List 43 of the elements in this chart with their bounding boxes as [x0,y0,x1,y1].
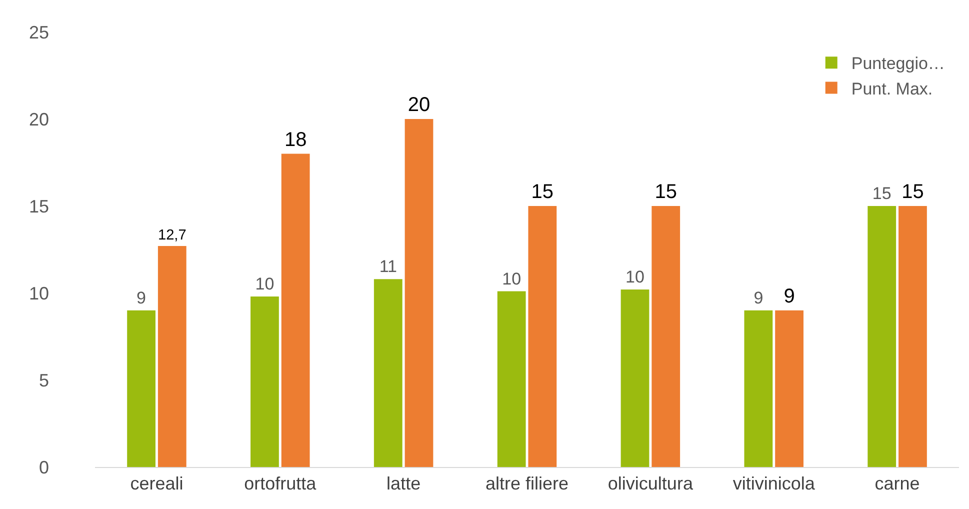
bar [404,119,434,467]
bar [620,290,650,467]
bar [497,291,526,467]
data-label: 12,7 [158,227,186,244]
data-label: 9 [136,288,146,308]
bar [528,206,557,467]
x-tick-label: cereali [130,474,184,494]
bar [250,296,279,467]
bar [898,206,927,467]
data-label: 18 [284,128,307,151]
x-tick-label: vitivinicola [732,474,816,494]
data-label: 15 [654,181,677,203]
legend-label: Punt. Max. [851,79,933,98]
legend-label: Punteggio… [851,54,945,74]
y-tick-label: 0 [38,457,49,478]
data-label: 10 [626,268,644,287]
y-tick-label: 10 [28,283,49,304]
x-tick-label: latte [386,474,421,494]
data-label: 15 [531,181,554,203]
y-tick-label: 5 [38,370,49,390]
data-label: 11 [379,257,397,276]
bar [868,206,896,467]
x-tick-label: altre filiere [485,474,569,494]
data-label: 15 [902,181,924,203]
bar [158,246,186,467]
y-tick-label: 25 [28,22,49,42]
data-label: 9 [754,288,764,308]
data-label: 15 [872,184,892,203]
bar [374,279,402,467]
bar [652,206,680,467]
bar [127,310,156,467]
bar [744,310,773,467]
data-label: 20 [408,94,430,116]
y-tick-label: 15 [28,196,49,216]
x-tick-label: carne [874,474,920,494]
x-tick-label: ortofrutta [244,474,318,494]
data-label: 10 [255,274,274,294]
data-label: 9 [784,285,795,308]
bar [281,154,310,467]
data-label: 10 [502,269,522,288]
y-tick-label: 20 [28,109,49,130]
bar [775,310,804,467]
x-tick-label: olivicultura [608,474,694,494]
